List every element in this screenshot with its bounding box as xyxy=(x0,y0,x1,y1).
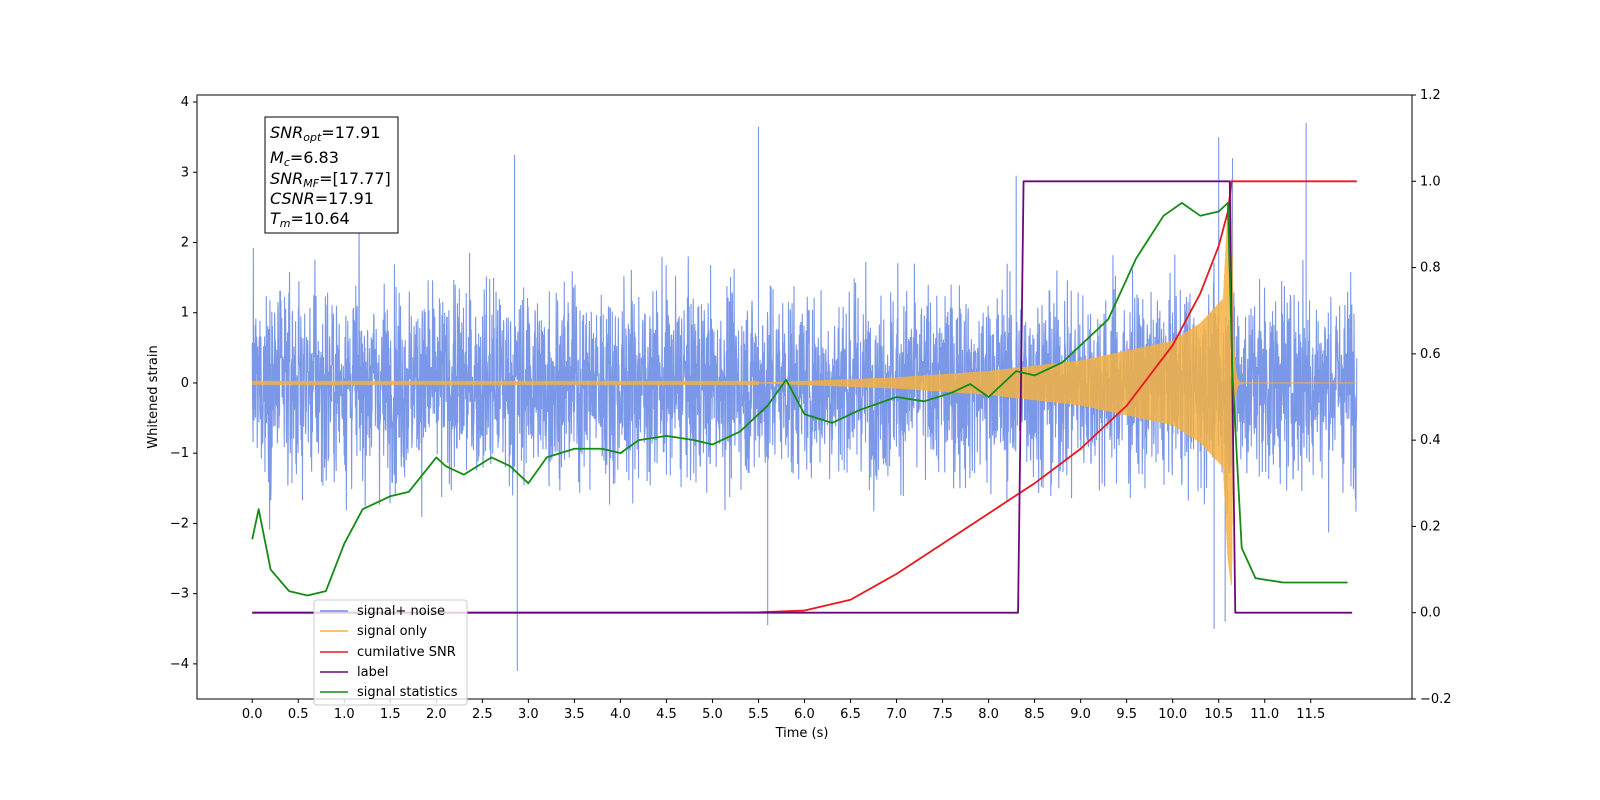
y2-tick-label-0: 1.2 xyxy=(1420,88,1441,103)
x-axis-label: Time (s) xyxy=(775,726,829,741)
y-tick-label-0: 4 xyxy=(181,95,189,110)
x-tick-label-10: 5.0 xyxy=(702,707,723,722)
stats-mc: Mc=6.83 xyxy=(270,148,339,169)
x-tick-label-1: 0.5 xyxy=(288,707,309,722)
series-signal-only-line xyxy=(251,179,1357,586)
x-tick-label-14: 7.0 xyxy=(886,707,907,722)
y-tick-label-1: 3 xyxy=(181,165,189,180)
y2-tick-label-3: 0.6 xyxy=(1420,347,1441,362)
legend-label-label: label xyxy=(357,665,388,680)
x-tick-label-15: 7.5 xyxy=(932,707,953,722)
y-axis-label: Whitened strain xyxy=(146,345,161,448)
x-tick-label-20: 10.0 xyxy=(1158,707,1187,722)
x-tick-label-18: 9.0 xyxy=(1070,707,1091,722)
legend-label-signal-noise: signal+ noise xyxy=(357,604,445,619)
x-tick-label-21: 10.5 xyxy=(1204,707,1233,722)
x-tick-label-5: 2.5 xyxy=(472,707,493,722)
legend-label-signal-statistics: signal statistics xyxy=(357,685,458,700)
x-tick-label-13: 6.5 xyxy=(840,707,861,722)
y2-tick-label-2: 0.8 xyxy=(1420,261,1441,276)
x-tick-label-2: 1.0 xyxy=(334,707,355,722)
y-tick-label-3: 1 xyxy=(181,306,189,321)
series-signal-statistics-line xyxy=(251,201,1348,597)
stats-tm: Tm=10.64 xyxy=(270,209,350,230)
y-tick-label-5: −1 xyxy=(170,446,189,461)
y2-tick-label-4: 0.4 xyxy=(1420,433,1441,448)
y-tick-label-7: −3 xyxy=(170,587,189,602)
x-tick-label-12: 6.0 xyxy=(794,707,815,722)
x-tick-label-0: 0.0 xyxy=(242,707,263,722)
stats-box: SNRopt=17.91 Mc=6.83 SNRMF=[17.77] CSNR=… xyxy=(264,116,399,234)
x-tick-label-7: 3.5 xyxy=(564,707,585,722)
legend-label-cumulative-snr: cumilative SNR xyxy=(357,645,456,660)
stats-box-frame xyxy=(264,116,399,234)
x-tick-label-8: 4.0 xyxy=(610,707,631,722)
y-axis-left: 4 3 2 1 0 −1 −2 −3 −4 xyxy=(170,95,197,672)
legend-label-signal-only: signal only xyxy=(357,624,427,639)
y2-tick-label-5: 0.2 xyxy=(1420,519,1441,534)
y-tick-label-2: 2 xyxy=(181,235,189,250)
x-tick-label-19: 9.5 xyxy=(1116,707,1137,722)
x-tick-label-3: 1.5 xyxy=(380,707,401,722)
x-tick-label-23: 11.5 xyxy=(1296,707,1325,722)
x-tick-label-22: 11.0 xyxy=(1250,707,1279,722)
y-tick-label-4: 0 xyxy=(181,376,189,391)
y-tick-label-6: −2 xyxy=(170,516,189,531)
y2-tick-label-7: −0.2 xyxy=(1420,692,1452,707)
series-cumulative-snr-line xyxy=(252,180,1357,614)
y-tick-label-8: −4 xyxy=(170,657,189,672)
x-tick-label-11: 5.5 xyxy=(748,707,769,722)
x-tick-label-4: 2.0 xyxy=(426,707,447,722)
x-tick-label-16: 8.0 xyxy=(978,707,999,722)
legend: signal+ noise signal only cumilative SNR… xyxy=(313,599,468,706)
series-signal-noise-line xyxy=(251,123,1358,671)
x-tick-label-6: 3.0 xyxy=(518,707,539,722)
x-axis: 0.0 0.5 1.0 1.5 2.0 2.5 3.0 3.5 4.0 4.5 5.0 5.5 6.0 6… xyxy=(242,699,1325,722)
stats-snr-opt: SNRopt=17.91 xyxy=(270,123,381,144)
legend-frame xyxy=(313,599,468,706)
y2-tick-label-6: 0.0 xyxy=(1420,606,1441,621)
x-tick-label-9: 4.5 xyxy=(656,707,677,722)
stats-snr-mf: SNRMF=[17.77] xyxy=(270,169,391,190)
plot-area xyxy=(251,123,1358,671)
y-axis-right: 1.2 1.0 0.8 0.6 0.4 0.2 0.0 −0.2 xyxy=(1412,88,1452,707)
series-label-line xyxy=(252,180,1353,614)
x-tick-label-17: 8.5 xyxy=(1024,707,1045,722)
stats-csnr: CSNR=17.91 xyxy=(270,189,374,208)
y2-tick-label-1: 1.0 xyxy=(1420,174,1441,189)
